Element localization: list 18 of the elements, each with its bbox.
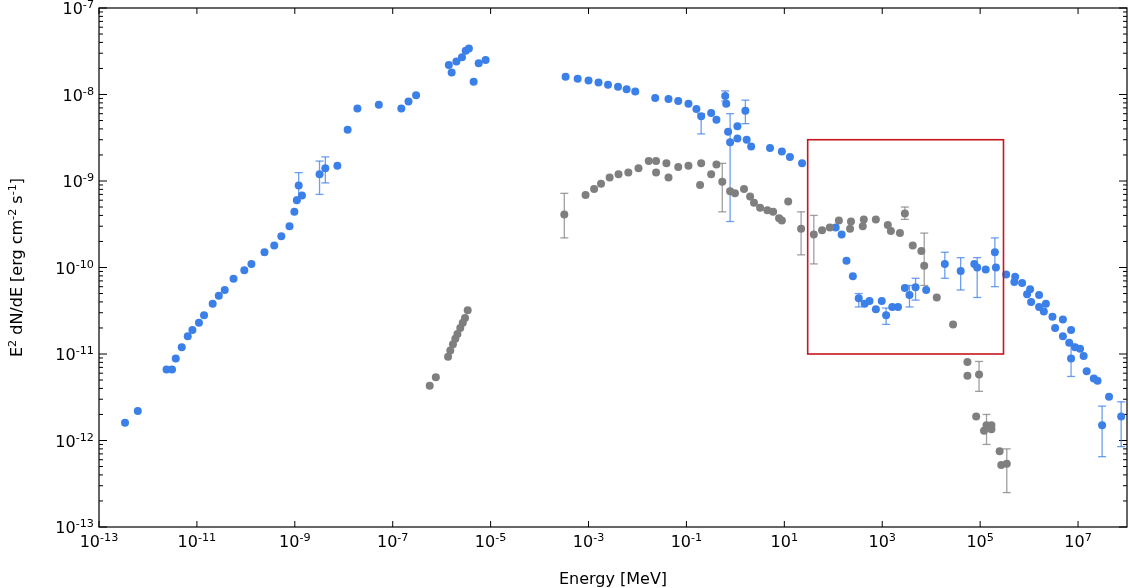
y-tick-label: 10$^{-9}$: [62, 170, 94, 191]
x-tick-label: 10$^{-3}$: [572, 530, 605, 551]
x-tick-label: 10$^{-7}$: [376, 530, 409, 551]
y-tick-label: 10$^{-12}$: [55, 430, 94, 451]
y-tick-label: 10$^{-10}$: [55, 257, 94, 278]
x-tick-label: 10$^{-13}$: [79, 530, 119, 551]
x-tick-label: 10$^{7}$: [1064, 530, 1092, 551]
x-tick-label: 10$^{1}$: [770, 530, 799, 551]
x-tick-label: 10$^{-11}$: [177, 530, 217, 551]
y-tick-label: 10$^{-11}$: [55, 343, 94, 364]
y-tick-label: 10$^{-8}$: [62, 84, 94, 105]
x-tick-label: 10$^{-5}$: [474, 530, 507, 551]
x-tick-label: 10$^{-9}$: [279, 530, 311, 551]
x-tick-label: 10$^{3}$: [868, 530, 896, 551]
x-tick-label: 10$^{-1}$: [670, 530, 703, 551]
x-tick-label: 10$^{5}$: [966, 530, 994, 551]
y-tick-label: 10$^{-7}$: [62, 0, 94, 18]
x-axis-title: Energy [MeV]: [558, 569, 668, 588]
